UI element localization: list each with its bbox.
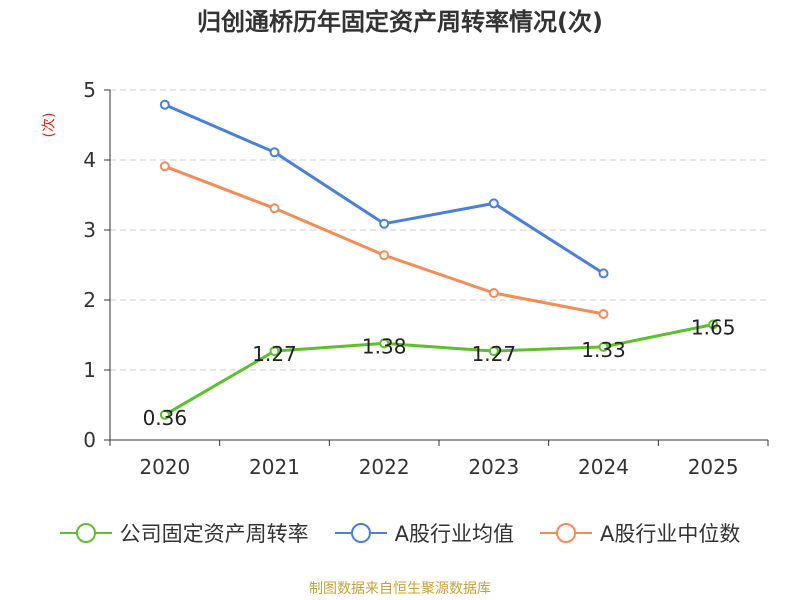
- y-tick-label: 4: [83, 148, 96, 172]
- y-tick-label: 1: [83, 358, 96, 382]
- series-line: [164, 103, 605, 275]
- data-point: [598, 341, 609, 352]
- legend-line-circle-icon: [334, 523, 387, 543]
- x-tick-label: 2024: [578, 455, 629, 479]
- legend-label: A股行业均值: [394, 522, 514, 546]
- legend-item[interactable]: 公司固定资产周转率: [59, 518, 309, 548]
- data-point: [379, 338, 390, 349]
- data-point: [598, 268, 609, 279]
- series-layer: [159, 99, 719, 420]
- x-tick-label: 2022: [359, 455, 410, 479]
- data-point: [379, 218, 390, 229]
- data-label: 1.27: [252, 342, 297, 366]
- axes: 0 1 2 3 4 5 2020 2021 2022 2023 2024 2025: [83, 78, 769, 479]
- legend-label: A股行业中位数: [600, 522, 741, 546]
- legend-item[interactable]: A股行业中位数: [540, 518, 740, 548]
- x-tick-label: 2023: [468, 455, 519, 479]
- data-label: 1.33: [581, 338, 626, 362]
- data-point: [708, 319, 719, 330]
- data-point: [159, 161, 170, 172]
- legend: 公司固定资产周转率 A股行业均值 A股行业中位数: [0, 518, 800, 548]
- data-labels: 0.36 1.27 1.38 1.27 1.33 1.65: [143, 316, 736, 430]
- data-point: [269, 203, 280, 214]
- x-tick-label: 2020: [139, 455, 190, 479]
- grid-lines: [110, 89, 768, 371]
- data-point: [269, 346, 280, 357]
- data-point: [488, 346, 499, 357]
- data-point: [379, 250, 390, 261]
- data-label: 1.65: [691, 316, 736, 340]
- data-point: [269, 147, 280, 158]
- data-point: [159, 409, 170, 420]
- x-tick-label: 2025: [688, 455, 739, 479]
- legend-line-circle-icon: [540, 523, 592, 543]
- data-point: [488, 288, 499, 298]
- y-tick-label: 3: [83, 218, 96, 242]
- data-point: [488, 198, 499, 209]
- y-tick-label: 2: [83, 288, 96, 312]
- data-label: 0.36: [143, 406, 188, 430]
- data-label: 1.38: [362, 334, 407, 358]
- series-line: [164, 164, 604, 316]
- data-point: [598, 309, 609, 319]
- legend-label: 公司固定资产周转率: [119, 522, 309, 546]
- legend-item[interactable]: A股行业均值: [334, 518, 514, 548]
- y-tick-label: 5: [83, 78, 96, 102]
- x-tick-label: 2021: [249, 455, 300, 479]
- legend-line-circle-icon: [59, 523, 112, 543]
- chart-title: 归创通桥历年固定资产周转率情况(次): [197, 8, 603, 36]
- data-label: 1.27: [472, 342, 517, 366]
- series-line: [164, 323, 714, 417]
- source-note: 制图数据来自恒生聚源数据库: [309, 581, 491, 597]
- data-point: [159, 99, 170, 110]
- y-tick-label: 0: [83, 428, 96, 452]
